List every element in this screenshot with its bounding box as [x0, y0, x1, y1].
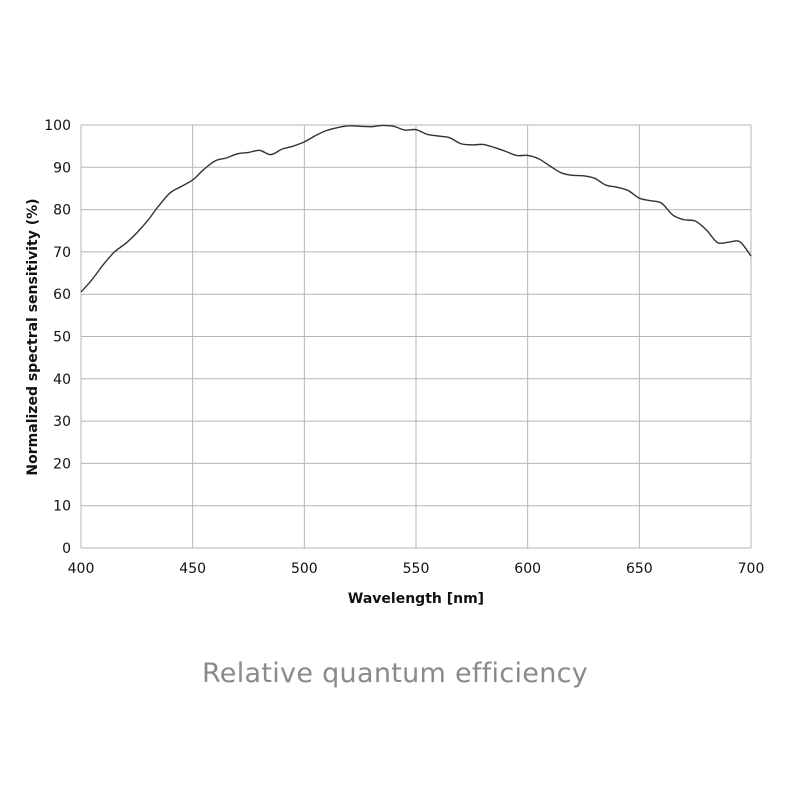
x-tick-labels: 400 450 500 550 600 650 700: [68, 561, 765, 577]
x-tick-label: 450: [179, 561, 206, 577]
x-tick-label: 650: [626, 561, 653, 577]
x-tick-label: 550: [403, 561, 430, 577]
x-tick-label: 700: [738, 561, 765, 577]
x-axis-label: Wavelength [nm]: [348, 591, 484, 607]
y-tick-label: 90: [53, 160, 71, 176]
y-tick-label: 0: [62, 541, 71, 557]
y-tick-label: 60: [53, 287, 71, 303]
y-axis-label: Normalized spectral sensitivity (%): [25, 198, 41, 475]
y-tick-label: 30: [53, 414, 71, 430]
y-tick-label: 40: [53, 372, 71, 388]
y-tick-label: 20: [53, 456, 71, 472]
grid: [80, 124, 752, 549]
y-tick-labels: 0 10 20 30 40 50 60 70 80 90 100: [44, 118, 71, 557]
x-tick-label: 600: [514, 561, 541, 577]
chart-title: Relative quantum efficiency: [201, 658, 589, 689]
y-tick-label: 100: [44, 118, 71, 134]
y-tick-label: 70: [53, 245, 71, 261]
y-tick-label: 80: [53, 203, 71, 219]
y-tick-label: 10: [53, 499, 71, 515]
x-tick-label: 400: [68, 561, 95, 577]
series-line: [80, 124, 752, 293]
x-tick-label: 500: [291, 561, 318, 577]
y-tick-label: 50: [53, 330, 71, 346]
